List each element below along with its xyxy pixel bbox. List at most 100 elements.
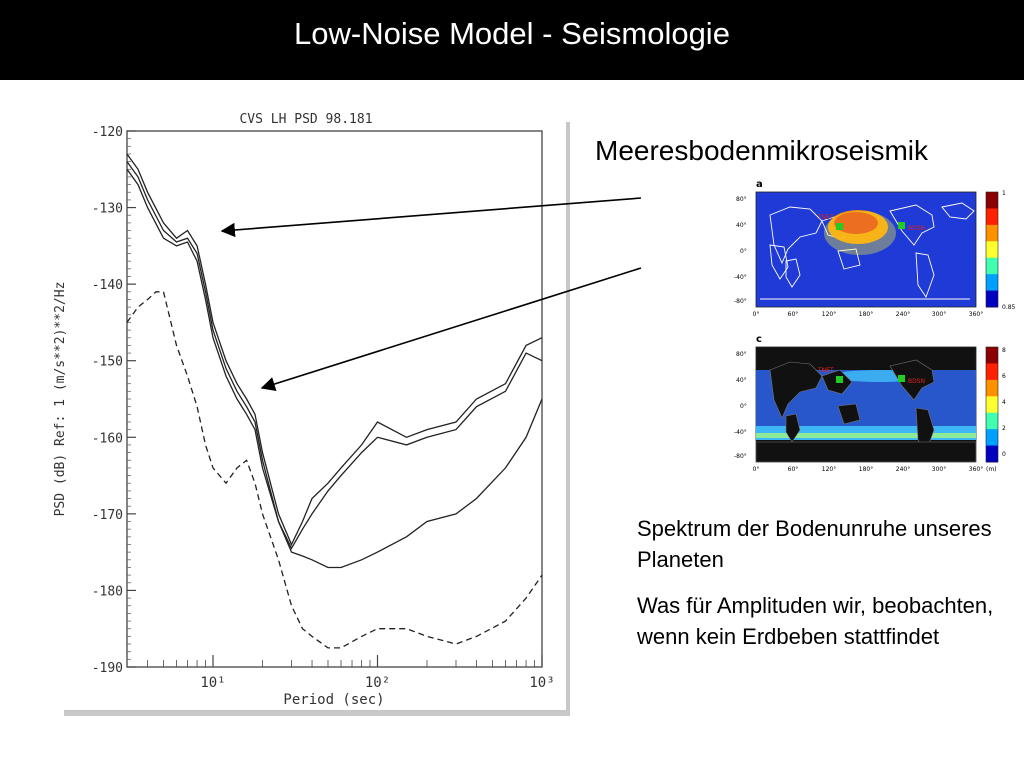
y-tick-label: -160 [92, 431, 123, 446]
svg-text:40°: 40° [736, 222, 747, 229]
note-amplitudes: Was für Amplituden wir, beobachten, wenn… [637, 593, 994, 649]
station-label-tnet: TNET [817, 367, 834, 374]
lat-labels: 80° 40° 0° -40° -80° [734, 196, 747, 305]
svg-text:6: 6 [1002, 373, 1006, 380]
colorbar-segment [986, 379, 998, 397]
colorbar-segment [986, 274, 998, 292]
station-marker-bdsn [898, 375, 905, 382]
hotspot-halo [824, 211, 896, 255]
colorbar-a [985, 191, 999, 308]
svg-text:60°: 60° [788, 311, 799, 318]
psd-series-3 [126, 168, 543, 569]
plot-frame [126, 130, 543, 668]
svg-text:-80°: -80° [734, 453, 747, 460]
colorbar-segment [986, 208, 998, 226]
y-tick-label: -190 [92, 661, 123, 676]
svg-text:-80°: -80° [734, 298, 747, 305]
colorbar-segment [986, 241, 998, 259]
svg-text:120°: 120° [822, 466, 836, 473]
svg-text:0°: 0° [753, 466, 760, 473]
x-tick-label: 10¹ [200, 675, 225, 691]
station-marker-tnet [836, 376, 843, 383]
station-marker-bdsn [898, 222, 905, 229]
svg-text:360°: 360° [969, 466, 983, 473]
svg-text:2: 2 [1002, 425, 1006, 432]
y-tick-label: -180 [92, 584, 123, 599]
colorbar-c [985, 346, 999, 463]
colorbar-segment [986, 445, 998, 463]
colorbar-max: 1 [1002, 190, 1006, 197]
y-axis-ticks: -120 -130 -140 -150 -160 -170 -180 -190 [92, 125, 136, 676]
x-tick-label: 10³ [529, 675, 554, 691]
svg-text:0°: 0° [753, 311, 760, 318]
colorbar-segment [986, 347, 998, 364]
map-panel-label: c [756, 334, 762, 345]
note-spectrum: Spektrum der Bodenunruhe unseres Planete… [637, 516, 992, 572]
microseism-map-c: c TNET BDSN 80° 40° 0° -40° -80° [730, 330, 1020, 475]
station-label-bdsn: BDSN [908, 378, 925, 385]
svg-text:240°: 240° [896, 466, 910, 473]
psd-chart: CVS LH PSD 98.181 -120-130-140-150-160-1… [53, 112, 555, 708]
svg-text:240°: 240° [896, 311, 910, 318]
x-axis-label: Period (sec) [283, 692, 384, 708]
svg-text:60°: 60° [788, 466, 799, 473]
y-tick-label: -150 [92, 355, 123, 370]
svg-text:4: 4 [1002, 399, 1006, 406]
svg-text:8: 8 [1002, 347, 1006, 354]
map-heading: Meeresbodenmikroseismik [595, 135, 929, 166]
microseism-map-a: a TNET BDSN 80° 40° 0° -40° -80° 0° [730, 175, 1020, 320]
colorbar-segment [986, 192, 998, 209]
y-tick-label: -140 [92, 278, 123, 293]
microseism-hotspot-core [834, 212, 878, 234]
psd-series-4 [126, 291, 543, 649]
station-label-bdsn: BDSN [908, 225, 925, 232]
svg-text:80°: 80° [736, 196, 747, 203]
colorbar-segment [986, 412, 998, 430]
svg-text:0°: 0° [740, 248, 747, 255]
psd-plot-panel: CVS LH PSD 98.181 -120 -130 -140 -150 -160 -1… [50, 104, 566, 710]
lon-labels: 0° 60° 120° 180° 240° 300° 360° [753, 466, 984, 473]
svg-text:-40°: -40° [734, 429, 747, 436]
y-tick-label: -130 [92, 202, 123, 217]
colorbar-segment [986, 290, 998, 308]
colorbar-segment [986, 396, 998, 414]
lat-labels: 80° 40° 0° -40° -80° [734, 351, 747, 460]
svg-text:0°: 0° [740, 403, 747, 410]
svg-text:180°: 180° [859, 466, 873, 473]
lon-labels: 0° 60° 120° 180° 240° 300° 360° [753, 311, 984, 318]
svg-text:-40°: -40° [734, 274, 747, 281]
svg-text:180°: 180° [859, 311, 873, 318]
y-axis-label: PSD (dB) Ref: 1 (m/s**2)**2/Hz [53, 282, 68, 517]
colorbar-segment [986, 363, 998, 381]
title-bar [0, 0, 1024, 80]
slide-title: Low-Noise Model - Seismologie [294, 16, 730, 51]
svg-text:40°: 40° [736, 377, 747, 384]
svg-text:80°: 80° [736, 351, 747, 358]
colorbar-segment [986, 224, 998, 242]
station-marker-tnet [836, 223, 843, 230]
colorbar-segment [986, 429, 998, 447]
svg-text:300°: 300° [932, 466, 946, 473]
chart-title: CVS LH PSD 98.181 [239, 112, 372, 127]
svg-text:360°: 360° [969, 311, 983, 318]
y-tick-label: -170 [92, 508, 123, 523]
psd-series-1 [126, 153, 543, 547]
psd-series-2 [126, 161, 543, 550]
colorbar-min: 0.85 [1002, 304, 1016, 311]
continents [755, 359, 977, 463]
series-group [126, 153, 543, 649]
svg-text:(m): (m) [986, 466, 997, 473]
y-tick-label: -120 [92, 125, 123, 140]
map-panel-label: a [756, 179, 763, 190]
x-axis-ticks: 10¹ 10² 10³ [126, 655, 555, 691]
svg-text:300°: 300° [932, 311, 946, 318]
x-tick-label: 10² [365, 675, 390, 691]
station-label-tnet: TNET [817, 214, 834, 221]
colorbar-frame [985, 191, 999, 308]
explanation-text: Spektrum der Bodenunruhe unseres Planete… [637, 513, 1017, 667]
colorbar-segment [986, 257, 998, 275]
colorbar-c-labels: 8 6 4 2 0 (m) [986, 347, 1006, 473]
svg-text:0: 0 [1002, 451, 1006, 458]
svg-text:120°: 120° [822, 311, 836, 318]
colorbar-frame [985, 346, 999, 463]
